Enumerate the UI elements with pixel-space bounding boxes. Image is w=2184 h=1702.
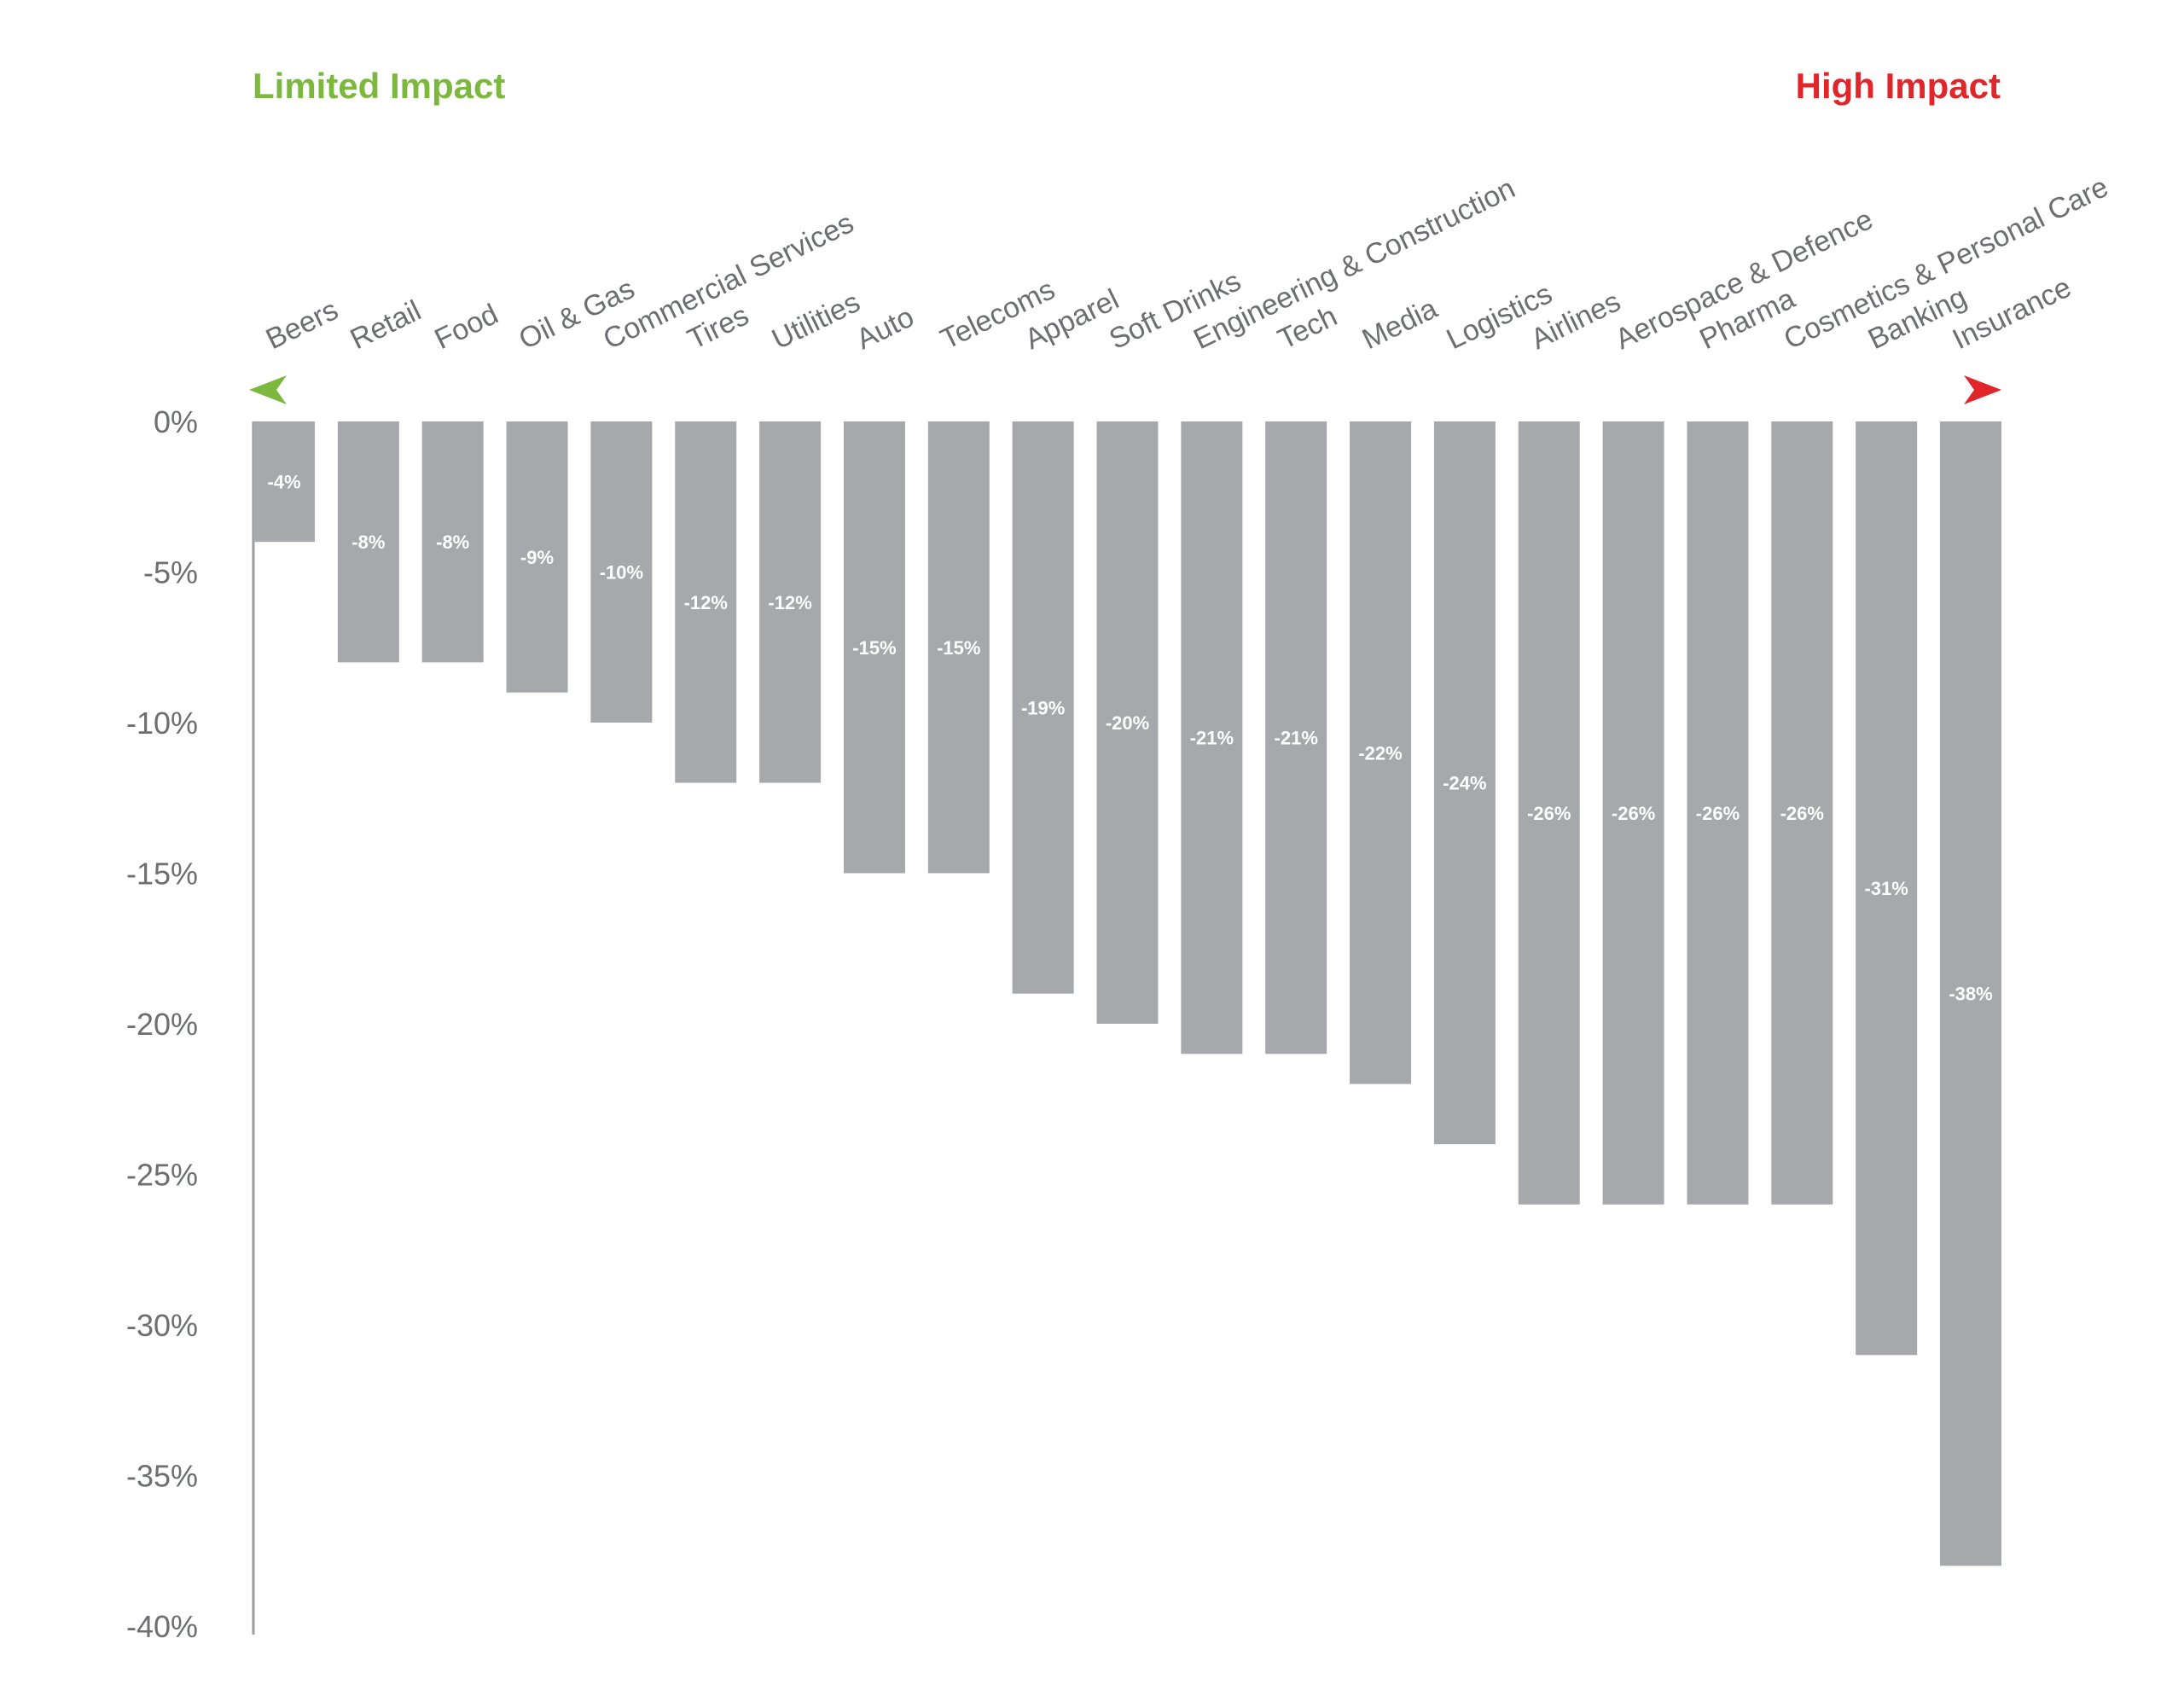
bar [927, 421, 990, 874]
category-label: Insurance [1948, 271, 2077, 357]
bar [1265, 421, 1327, 1054]
bar [1433, 421, 1496, 1145]
bar-data-label: -9% [520, 547, 554, 568]
bar [1602, 421, 1664, 1205]
impact-arrow-right-head [1964, 375, 2001, 404]
bar-data-label: -19% [1021, 697, 1065, 718]
bar-data-label: -8% [436, 532, 469, 553]
bar-data-label: -26% [1780, 803, 1824, 824]
y-tick-label: -30% [126, 1308, 198, 1343]
y-tick-label: -10% [126, 706, 198, 741]
y-tick-label: -20% [126, 1007, 198, 1042]
y-tick-label: 0% [154, 404, 198, 439]
bar [1771, 421, 1833, 1205]
y-tick-label: -5% [143, 555, 198, 590]
impact-arrow [249, 375, 2001, 404]
category-label: Beers [261, 293, 343, 356]
bar-data-label: -15% [852, 637, 896, 659]
y-tick-label: -35% [126, 1459, 198, 1494]
bar [506, 421, 568, 693]
impact-arrow-left-head [249, 375, 287, 404]
y-tick-label: -25% [126, 1158, 198, 1193]
bar-data-label: -21% [1275, 728, 1318, 749]
bar [1181, 421, 1243, 1054]
bar [1096, 421, 1159, 1024]
y-axis: 0% -5% -10% -15% -20% -25% -30% -35% -40% [126, 404, 255, 1644]
bar-data-label: -38% [1949, 984, 1992, 1005]
bar-data-label: -12% [768, 592, 811, 613]
bar [337, 421, 399, 663]
category-label: Food [430, 298, 503, 356]
bar [1012, 421, 1074, 994]
bars: -4% -8% -8% -9% -10% -12% -12% -15% -15% -19% -20%… [253, 421, 2001, 1566]
y-tick-label: -40% [126, 1609, 198, 1644]
bar-data-label: -24% [1443, 773, 1486, 794]
legend-high-impact: High Impact [1796, 66, 2001, 106]
y-tick-label: -15% [126, 857, 198, 892]
bar [253, 421, 315, 543]
bar-data-label: -8% [351, 532, 385, 553]
bar [1518, 421, 1580, 1205]
bar [1350, 421, 1412, 1084]
bar-data-label: -4% [267, 472, 300, 493]
bar [1940, 421, 2001, 1566]
bar [421, 421, 484, 663]
bar-data-label: -15% [937, 637, 980, 659]
bar [1687, 421, 1749, 1205]
bar [759, 421, 822, 783]
bar-data-label: -21% [1190, 728, 1234, 749]
bar-data-label: -31% [1864, 878, 1908, 899]
bar-data-label: -26% [1696, 803, 1740, 824]
legend-limited-impact: Limited Impact [253, 66, 505, 106]
bar [843, 421, 905, 874]
bar-data-label: -22% [1358, 742, 1402, 764]
category-label: Media [1357, 292, 1443, 356]
bar [1856, 421, 1918, 1356]
bar [675, 421, 737, 783]
bar [590, 421, 653, 723]
bar-data-label: -10% [600, 562, 643, 584]
category-label: Cosmetics & Personal Care [1779, 171, 2113, 356]
category-label: Retail [346, 294, 427, 356]
bar-data-label: -26% [1527, 803, 1571, 824]
bar-data-label: -26% [1612, 803, 1655, 824]
bar-data-label: -12% [684, 592, 728, 613]
category-label: Utilities [767, 286, 865, 356]
bar-data-label: -20% [1106, 712, 1149, 734]
